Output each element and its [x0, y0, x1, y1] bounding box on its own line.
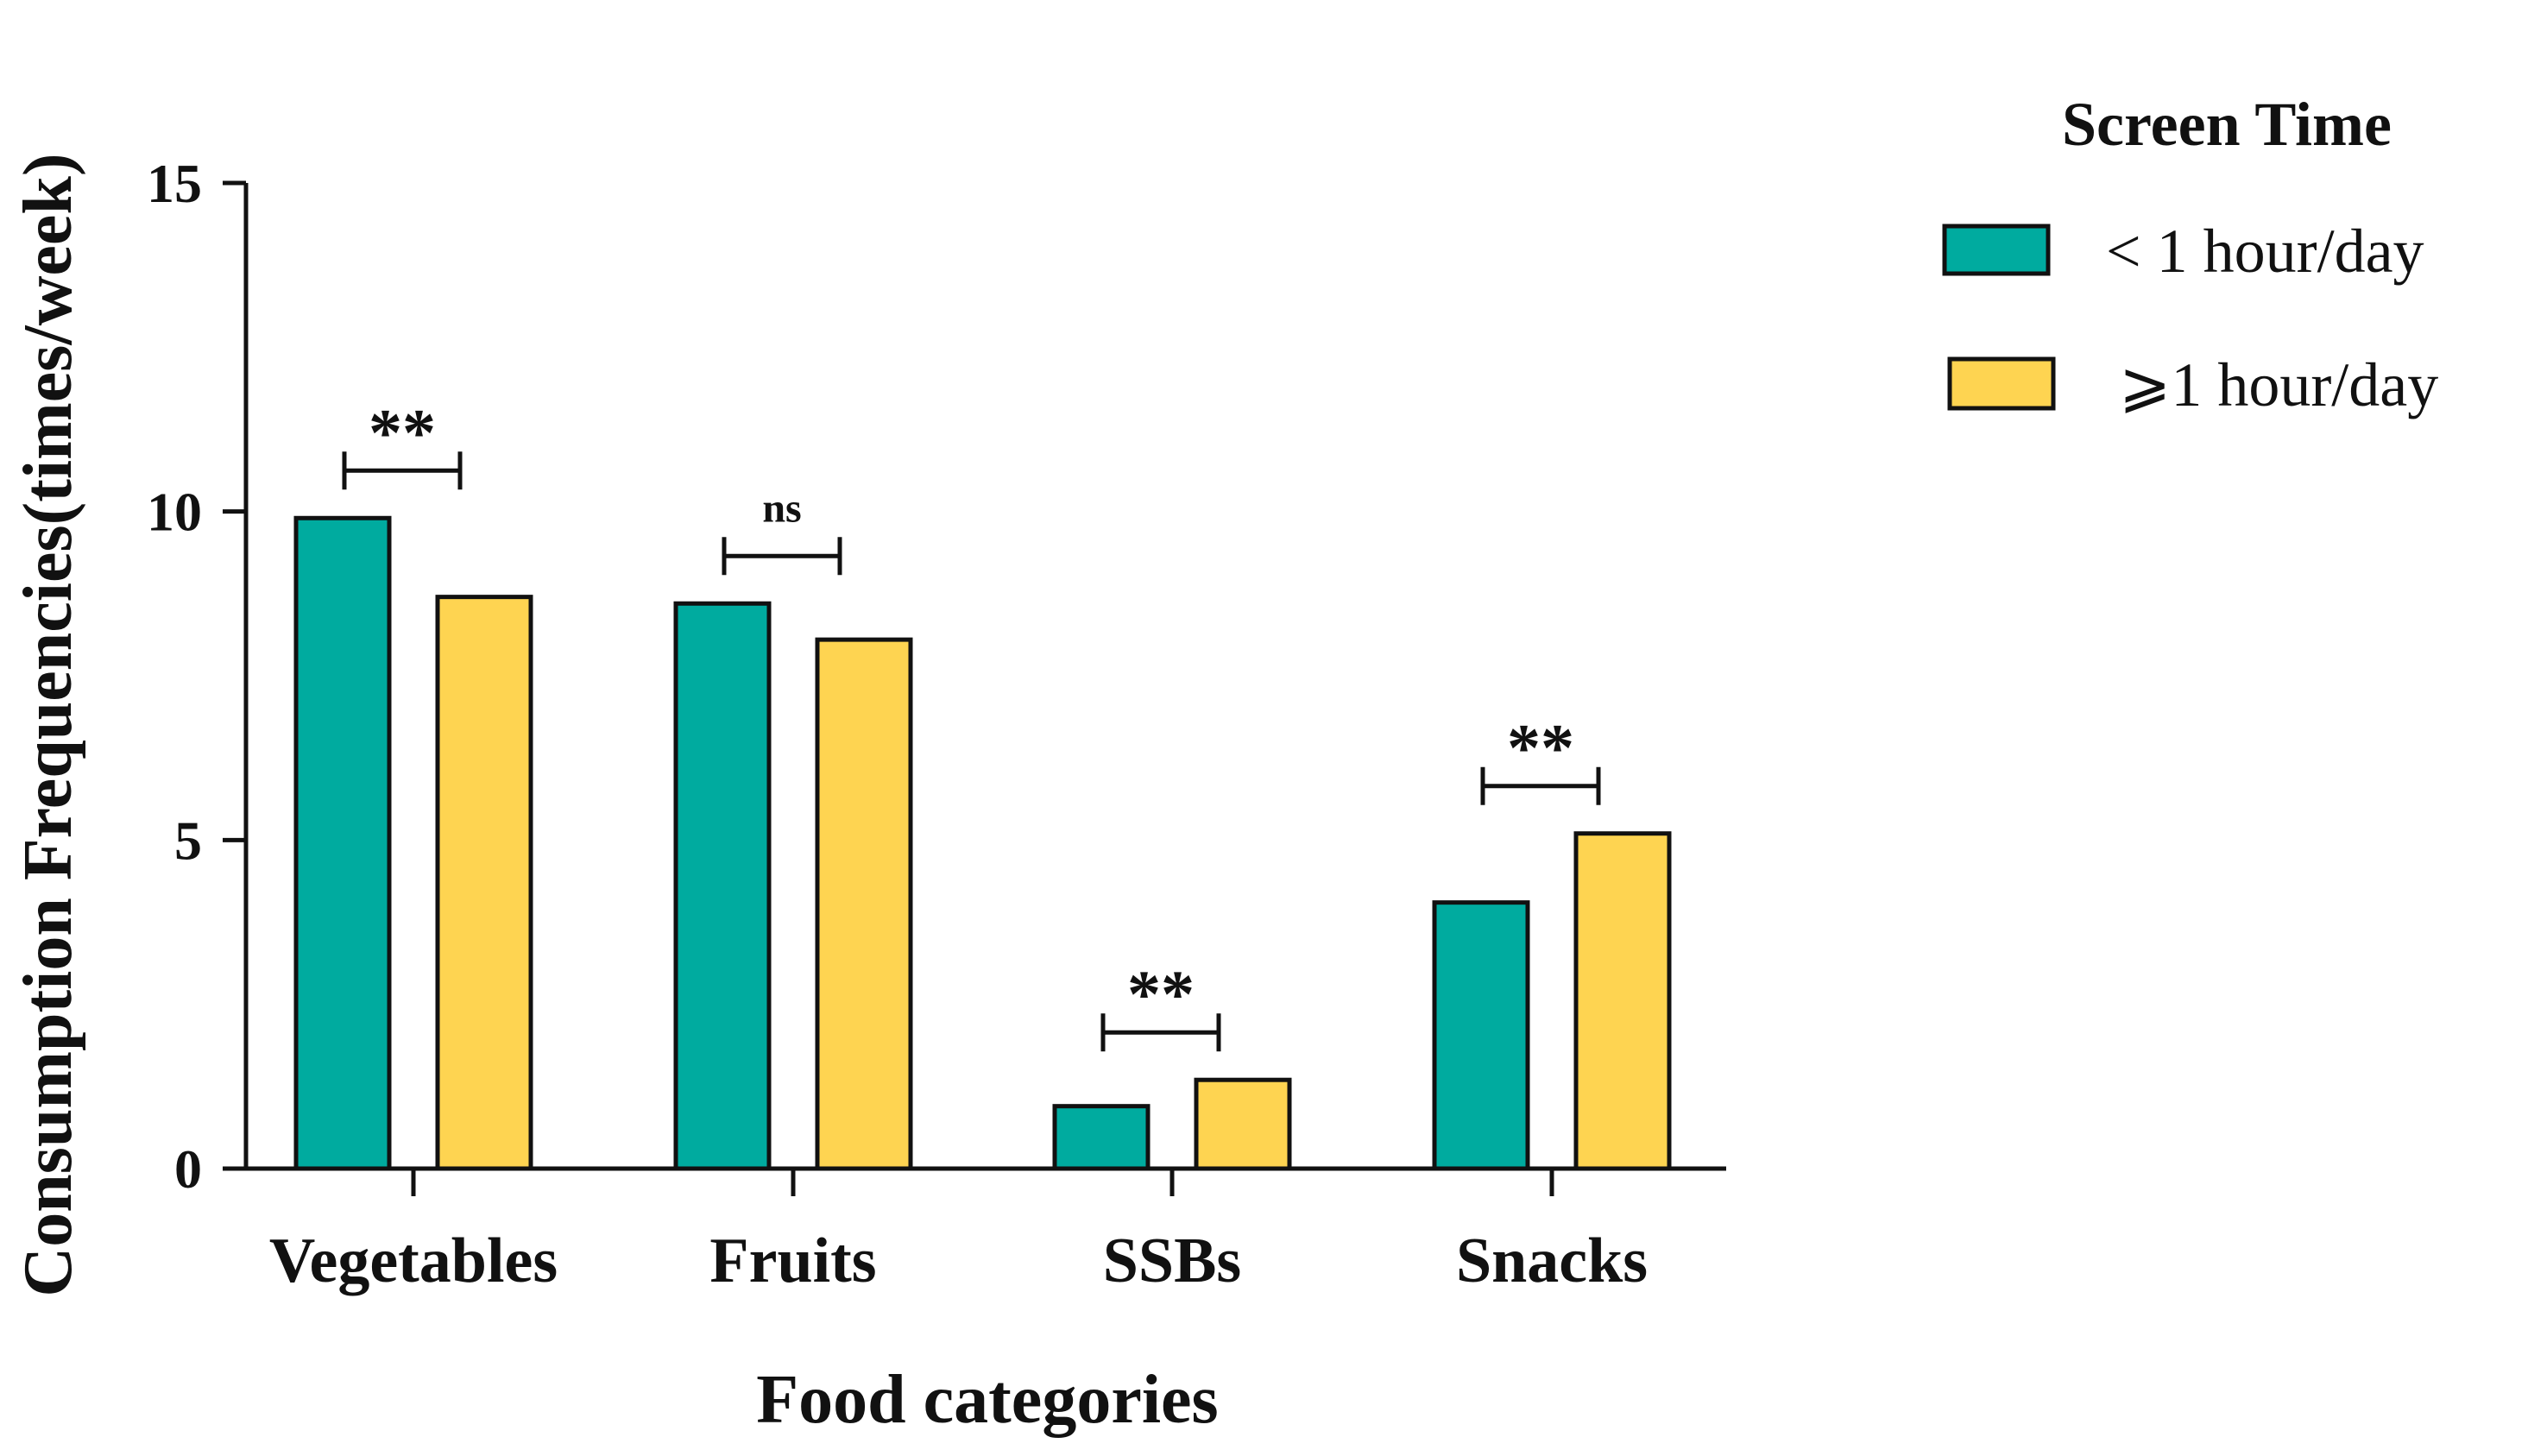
- bar-vegetables-series-2: [435, 595, 533, 1171]
- significance-label-snacks: **: [1507, 710, 1574, 785]
- bar-ssbs-series-2: [1194, 1077, 1292, 1171]
- significance-bracket-fruits: [722, 537, 842, 576]
- bar-fruits-series-1: [673, 601, 772, 1171]
- x-tick-label-fruits: Fruits: [709, 1226, 876, 1296]
- bar-ssbs-series-1: [1052, 1104, 1151, 1171]
- significance-bracket-snacks: [1480, 766, 1601, 805]
- bars-layer: [293, 515, 1672, 1171]
- significance-label-ssbs: **: [1127, 956, 1195, 1031]
- x-tick-label-vegetables: Vegetables: [269, 1226, 558, 1296]
- significance-label-fruits: ns: [762, 485, 801, 531]
- significance-layer: ** ns ** **: [342, 394, 1601, 1052]
- y-ticks: 0 5 10 15: [147, 153, 246, 1200]
- y-axis-title: Consumption Frequencies(times/week): [10, 153, 86, 1296]
- bar-snacks-series-1: [1432, 900, 1530, 1171]
- x-axis-title: Food categories: [756, 1362, 1218, 1438]
- bar-snacks-series-2: [1573, 831, 1672, 1171]
- significance-label-vegetables: **: [369, 394, 436, 470]
- y-tick-label-15: 15: [147, 153, 202, 214]
- x-tick-label-ssbs: SSBs: [1103, 1226, 1241, 1296]
- legend: Screen Time < 1 hour/day ⩾1 hour/day: [1942, 90, 2438, 419]
- legend-title: Screen Time: [2062, 90, 2392, 159]
- y-tick-label-10: 10: [147, 482, 202, 543]
- bar-fruits-series-2: [815, 637, 913, 1171]
- significance-bracket-ssbs: [1100, 1013, 1221, 1052]
- y-tick-label-0: 0: [174, 1138, 202, 1200]
- legend-swatch-ge1: [1947, 356, 2056, 411]
- y-tick-label-5: 5: [174, 810, 202, 871]
- bar-vegetables-series-1: [293, 515, 392, 1171]
- legend-swatch-lt1: [1942, 224, 2051, 276]
- axes-layer: [243, 183, 1726, 1171]
- legend-label-ge1: ⩾1 hour/day: [2119, 350, 2438, 419]
- significance-bracket-vegetables: [342, 451, 463, 490]
- x-ticks: Vegetables Fruits SSBs Snacks: [269, 1169, 1648, 1296]
- x-tick-label-snacks: Snacks: [1456, 1226, 1648, 1296]
- legend-label-lt1: < 1 hour/day: [2106, 217, 2424, 286]
